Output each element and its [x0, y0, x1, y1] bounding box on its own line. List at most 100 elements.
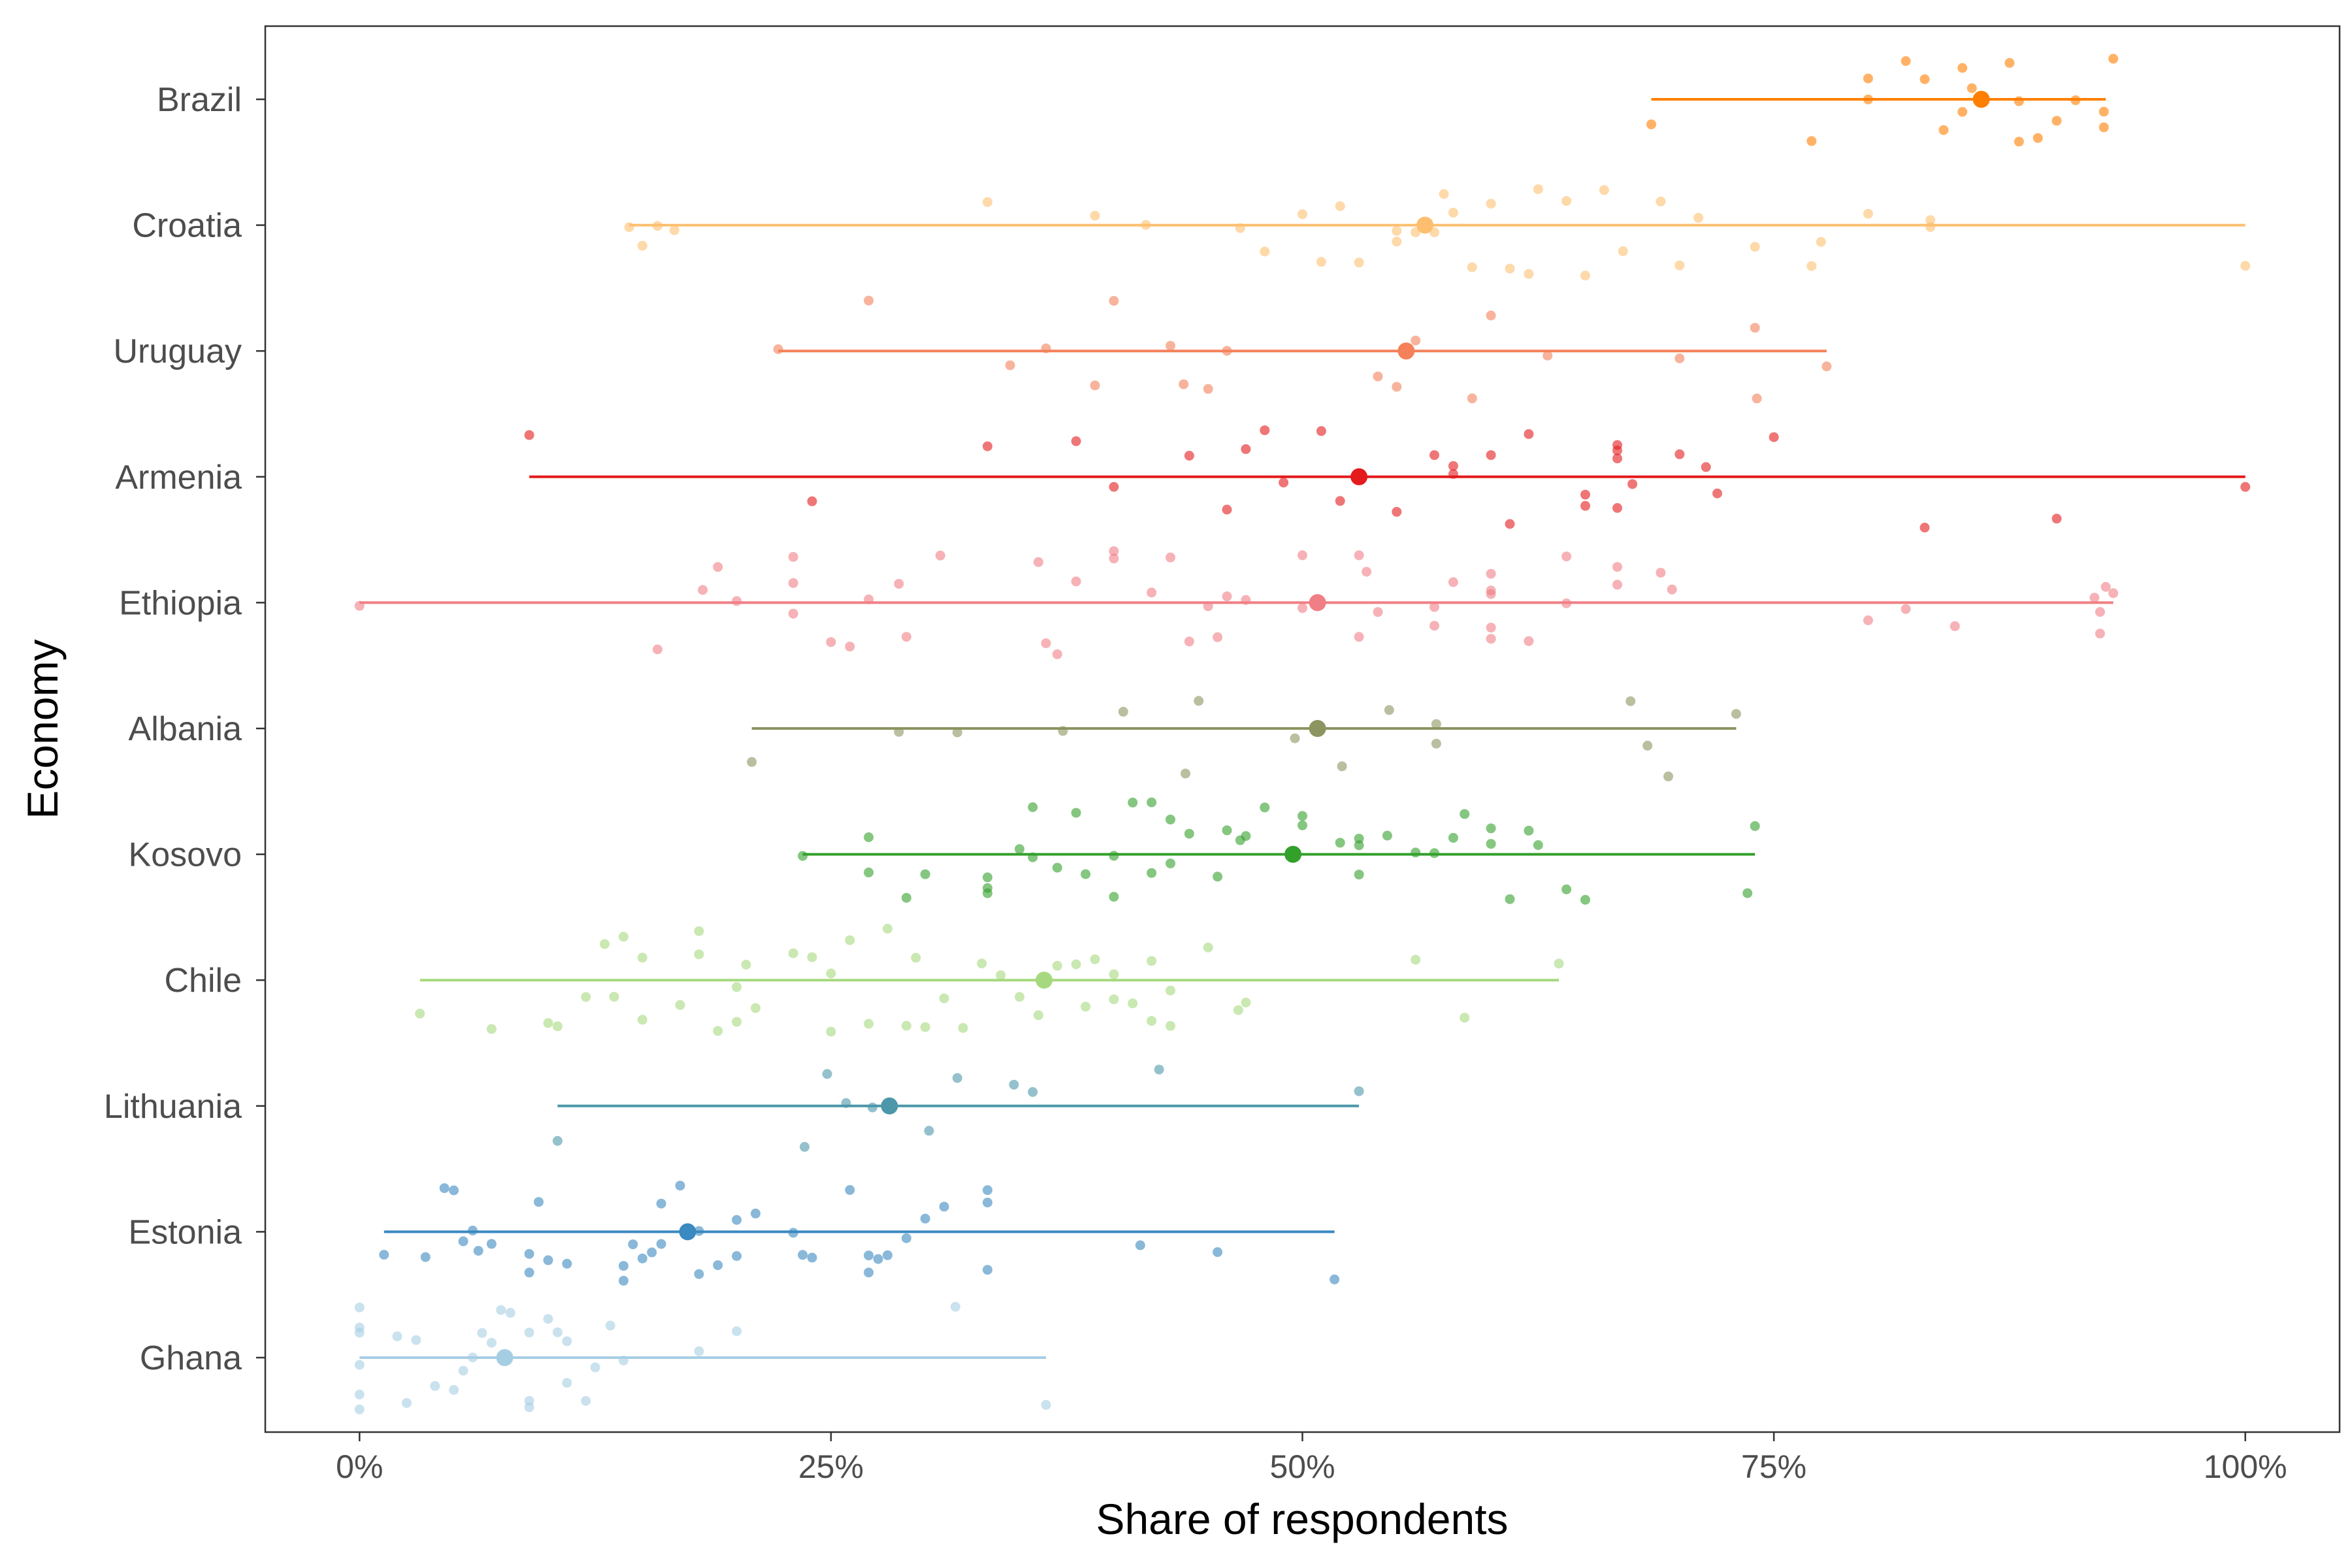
- point-chile: [694, 949, 704, 960]
- point-estonia: [732, 1215, 742, 1225]
- point-kosovo: [1382, 830, 1392, 841]
- point-ethiopia: [1298, 603, 1307, 613]
- point-estonia: [920, 1213, 930, 1224]
- point-chile: [911, 953, 921, 963]
- point-chile: [732, 982, 742, 992]
- point-ghana: [581, 1396, 591, 1406]
- point-chile: [958, 1022, 968, 1033]
- point-ethiopia: [894, 579, 904, 589]
- point-chile: [1460, 1013, 1470, 1023]
- point-lithuania: [1154, 1064, 1164, 1075]
- point-uruguay: [864, 295, 874, 306]
- point-kosovo: [1298, 820, 1307, 830]
- point-ethiopia: [1901, 604, 1911, 614]
- point-armenia: [1580, 489, 1590, 500]
- point-brazil: [1957, 63, 1968, 73]
- point-chile: [845, 935, 855, 945]
- point-chile: [1081, 1002, 1091, 1012]
- point-ghana: [354, 1322, 365, 1333]
- point-chile: [788, 948, 798, 958]
- point-kosovo: [901, 892, 911, 903]
- point-armenia: [1241, 444, 1251, 454]
- point-estonia: [439, 1183, 449, 1194]
- y-tick-label-ghana: Ghana: [140, 1339, 242, 1377]
- point-kosovo: [983, 883, 992, 893]
- point-albania: [1431, 738, 1441, 749]
- point-estonia: [732, 1251, 742, 1261]
- point-ghana: [477, 1328, 487, 1338]
- point-kosovo: [1448, 832, 1458, 843]
- point-ethiopia: [1612, 580, 1622, 590]
- point-chile: [609, 992, 619, 1002]
- point-estonia: [983, 1185, 992, 1196]
- point-ethiopia: [1222, 591, 1232, 602]
- point-estonia: [751, 1208, 760, 1218]
- x-axis-title: Share of respondents: [1096, 1495, 1508, 1543]
- point-chile: [1071, 959, 1081, 970]
- point-kosovo: [1081, 869, 1091, 879]
- y-tick-label-albania: Albania: [129, 710, 242, 748]
- point-croatia: [1354, 257, 1364, 268]
- point-estonia: [883, 1250, 892, 1260]
- point-ethiopia: [1486, 568, 1496, 579]
- point-chile: [996, 970, 1006, 981]
- point-chile: [486, 1024, 497, 1034]
- point-lithuania: [1028, 1086, 1038, 1097]
- point-lithuania: [952, 1073, 962, 1083]
- point-ethiopia: [1184, 636, 1194, 647]
- series-brazil: [1646, 54, 2119, 147]
- point-kosovo: [1335, 838, 1345, 848]
- point-ethiopia: [788, 578, 798, 588]
- point-brazil: [2051, 116, 2062, 126]
- mean-marker-uruguay: [1397, 342, 1415, 360]
- point-uruguay: [1467, 393, 1477, 404]
- mean-marker-estonia: [679, 1223, 696, 1241]
- point-kosovo: [1580, 894, 1590, 905]
- point-chile: [883, 924, 892, 934]
- point-croatia: [1392, 237, 1402, 247]
- point-ethiopia: [788, 608, 798, 619]
- point-ghana: [486, 1337, 497, 1348]
- point-chile: [826, 968, 836, 979]
- point-ethiopia: [1429, 621, 1439, 631]
- point-chile: [1166, 1021, 1175, 1031]
- point-croatia: [1599, 185, 1609, 195]
- point-uruguay: [1005, 360, 1015, 370]
- point-ghana: [354, 1360, 365, 1370]
- mean-marker-croatia: [1416, 216, 1434, 234]
- point-estonia: [939, 1201, 949, 1212]
- point-croatia: [637, 240, 647, 251]
- point-armenia: [1222, 504, 1232, 515]
- point-chile: [415, 1008, 425, 1019]
- point-chile: [977, 958, 987, 969]
- point-chile: [1109, 969, 1119, 979]
- point-chile: [741, 960, 751, 970]
- x-tick-label: 100%: [2204, 1448, 2287, 1485]
- point-lithuania: [1354, 1086, 1364, 1096]
- point-ethiopia: [1033, 557, 1043, 567]
- point-chile: [675, 1000, 685, 1010]
- point-ghana: [354, 1302, 365, 1313]
- point-chile: [901, 1021, 911, 1031]
- point-armenia: [1701, 462, 1711, 472]
- mean-marker-lithuania: [881, 1097, 898, 1115]
- point-armenia: [1486, 450, 1496, 461]
- point-albania: [1337, 761, 1347, 772]
- point-chile: [1203, 942, 1213, 953]
- point-croatia: [1618, 246, 1628, 256]
- point-kosovo: [1222, 825, 1232, 836]
- point-uruguay: [1109, 296, 1119, 306]
- series-armenia: [524, 425, 2251, 532]
- point-croatia: [1674, 260, 1685, 270]
- point-croatia: [1693, 212, 1704, 223]
- point-ghana: [590, 1362, 600, 1373]
- point-ethiopia: [732, 596, 742, 606]
- point-kosovo: [1486, 839, 1496, 849]
- point-armenia: [1071, 436, 1081, 446]
- point-estonia: [675, 1181, 685, 1191]
- point-armenia: [1712, 488, 1722, 498]
- point-estonia: [983, 1198, 992, 1208]
- point-chile: [751, 1003, 760, 1013]
- point-ethiopia: [2089, 593, 2100, 603]
- point-estonia: [618, 1261, 629, 1271]
